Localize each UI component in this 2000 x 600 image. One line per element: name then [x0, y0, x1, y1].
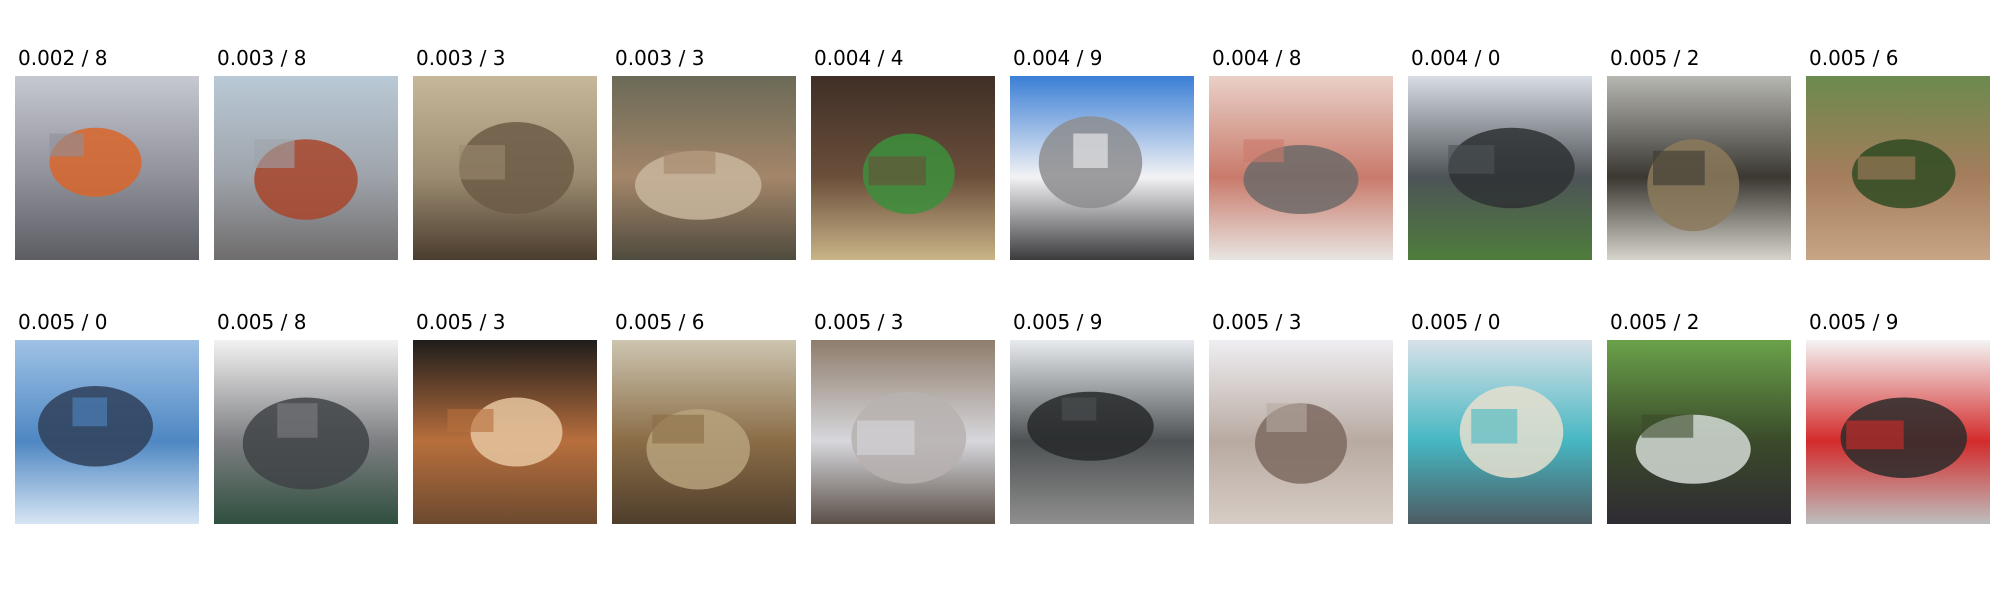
thumbnail-image-kitten	[811, 340, 995, 524]
thumbnail-image-cougar	[612, 76, 796, 260]
thumbnail-caption: 0.005 / 3	[416, 310, 506, 334]
thumbnail-image-boat	[214, 76, 398, 260]
thumbnail-image-truck	[1806, 340, 1990, 524]
thumbnail-caption: 0.005 / 9	[1809, 310, 1899, 334]
thumbnail-caption: 0.005 / 9	[1013, 310, 1103, 334]
thumbnail-caption: 0.005 / 2	[1610, 310, 1700, 334]
thumbnail-caption: 0.004 / 0	[1411, 46, 1501, 70]
thumbnail-image-boat	[15, 76, 199, 260]
thumbnail-image-bird	[1607, 76, 1791, 260]
thumbnail-caption: 0.005 / 3	[1212, 310, 1302, 334]
thumbnail-caption: 0.003 / 3	[615, 46, 705, 70]
thumbnail-image-ship	[214, 340, 398, 524]
thumbnail-image-frog	[1806, 76, 1990, 260]
thumbnail-image-beach	[1408, 340, 1592, 524]
thumbnail-image-cat	[1209, 340, 1393, 524]
thumbnail-image-deer	[811, 76, 995, 260]
thumbnail-image-boat	[1209, 76, 1393, 260]
thumbnail-caption: 0.005 / 0	[18, 310, 108, 334]
thumbnail-image-airplane	[15, 340, 199, 524]
thumbnail-image-cat	[413, 76, 597, 260]
thumbnail-caption: 0.005 / 2	[1610, 46, 1700, 70]
thumbnail-caption: 0.003 / 3	[416, 46, 506, 70]
thumbnail-caption: 0.005 / 8	[217, 310, 307, 334]
thumbnail-image-truck	[1010, 340, 1194, 524]
thumbnail-caption: 0.005 / 6	[615, 310, 705, 334]
thumbnail-image-bridge	[1408, 76, 1592, 260]
thumbnail-image-truck	[1010, 76, 1194, 260]
thumbnail-image-frog	[612, 340, 796, 524]
thumbnail-image-bird	[1607, 340, 1791, 524]
thumbnail-caption: 0.004 / 9	[1013, 46, 1103, 70]
thumbnail-caption: 0.005 / 3	[814, 310, 904, 334]
thumbnail-caption: 0.003 / 8	[217, 46, 307, 70]
thumbnail-caption: 0.005 / 0	[1411, 310, 1501, 334]
thumbnail-caption: 0.002 / 8	[18, 46, 108, 70]
thumbnail-caption: 0.004 / 4	[814, 46, 904, 70]
thumbnail-caption: 0.004 / 8	[1212, 46, 1302, 70]
thumbnail-image-cat	[413, 340, 597, 524]
thumbnail-caption: 0.005 / 6	[1809, 46, 1899, 70]
